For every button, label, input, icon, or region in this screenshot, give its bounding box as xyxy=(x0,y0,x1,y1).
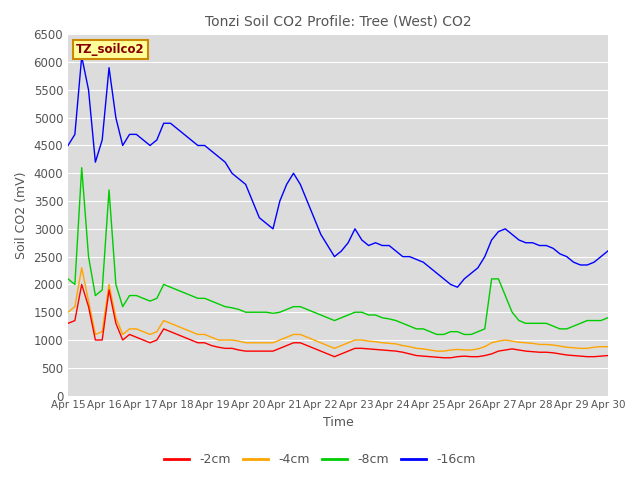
X-axis label: Time: Time xyxy=(323,416,353,429)
Text: TZ_soilco2: TZ_soilco2 xyxy=(76,43,145,56)
Legend: -2cm, -4cm, -8cm, -16cm: -2cm, -4cm, -8cm, -16cm xyxy=(159,448,481,471)
Title: Tonzi Soil CO2 Profile: Tree (West) CO2: Tonzi Soil CO2 Profile: Tree (West) CO2 xyxy=(205,15,471,29)
Y-axis label: Soil CO2 (mV): Soil CO2 (mV) xyxy=(15,171,28,259)
